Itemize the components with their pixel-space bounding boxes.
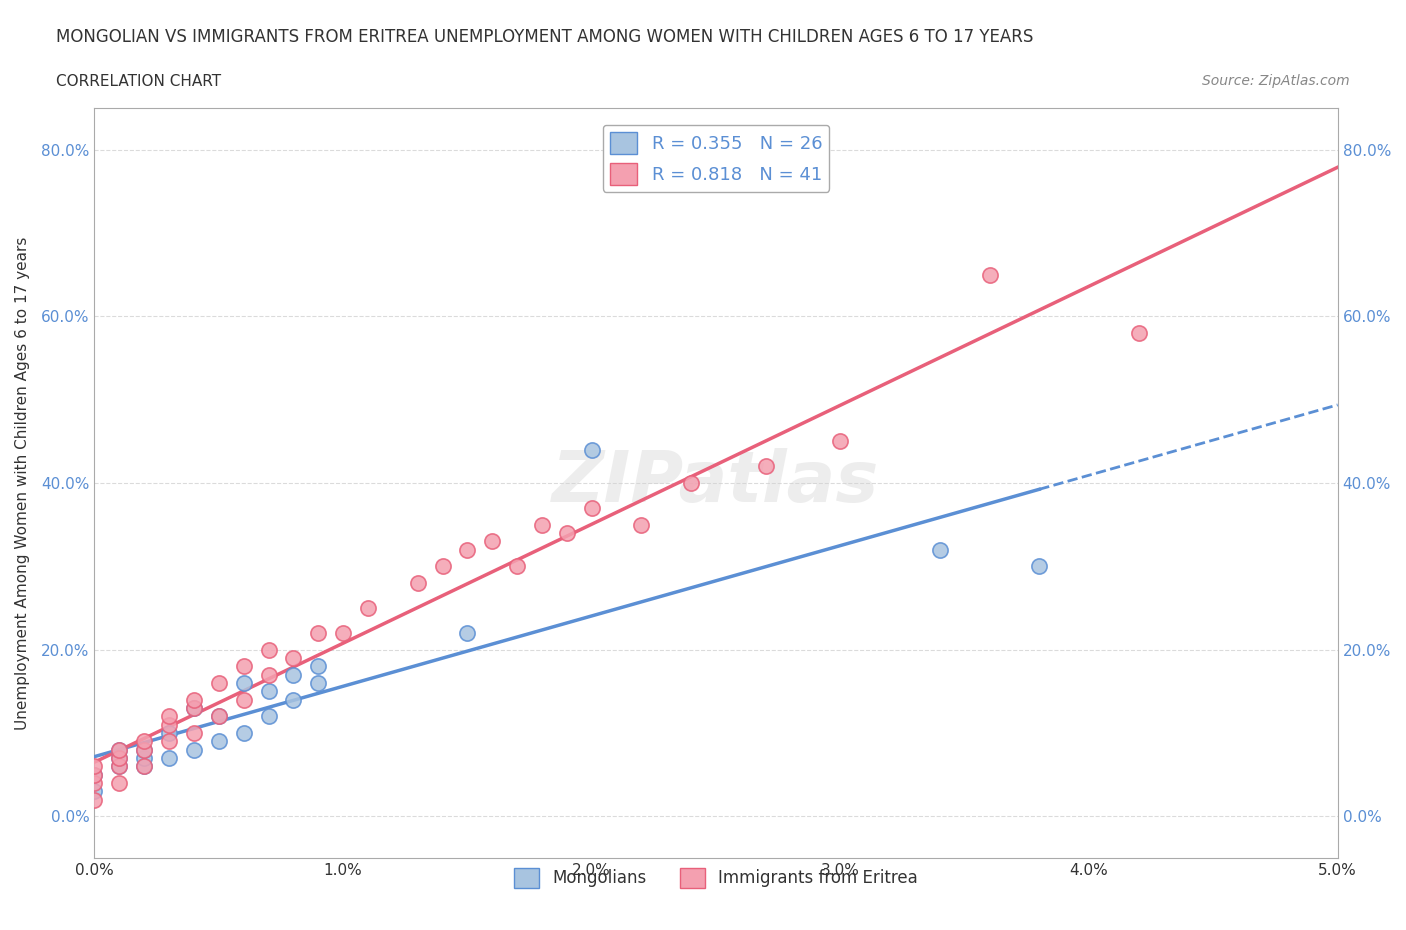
Point	[183, 725, 205, 740]
Text: Source: ZipAtlas.com: Source: ZipAtlas.com	[1202, 74, 1350, 88]
Point	[928, 542, 950, 557]
Point	[83, 767, 105, 782]
Point	[283, 667, 305, 682]
Point	[157, 709, 180, 724]
Point	[307, 658, 329, 673]
Point	[157, 717, 180, 732]
Point	[208, 709, 231, 724]
Point	[157, 725, 180, 740]
Point	[83, 784, 105, 799]
Point	[83, 759, 105, 774]
Point	[108, 751, 131, 765]
Point	[755, 458, 778, 473]
Point	[357, 601, 380, 616]
Point	[307, 626, 329, 641]
Point	[307, 675, 329, 690]
Point	[134, 751, 156, 765]
Point	[456, 626, 478, 641]
Point	[134, 742, 156, 757]
Point	[406, 576, 429, 591]
Point	[208, 734, 231, 749]
Point	[830, 434, 852, 449]
Point	[506, 559, 529, 574]
Point	[108, 759, 131, 774]
Point	[1028, 559, 1050, 574]
Point	[257, 709, 280, 724]
Point	[232, 692, 254, 707]
Point	[83, 792, 105, 807]
Point	[581, 500, 603, 515]
Point	[134, 759, 156, 774]
Point	[332, 626, 354, 641]
Text: ZIPatlas: ZIPatlas	[553, 448, 880, 517]
Point	[257, 643, 280, 658]
Point	[108, 751, 131, 765]
Point	[108, 776, 131, 790]
Point	[108, 742, 131, 757]
Point	[432, 559, 454, 574]
Point	[108, 759, 131, 774]
Point	[555, 525, 578, 540]
Point	[257, 667, 280, 682]
Point	[157, 734, 180, 749]
Point	[257, 684, 280, 698]
Point	[530, 517, 553, 532]
Point	[630, 517, 652, 532]
Text: CORRELATION CHART: CORRELATION CHART	[56, 74, 221, 89]
Point	[183, 692, 205, 707]
Point	[681, 475, 703, 490]
Point	[108, 742, 131, 757]
Text: MONGOLIAN VS IMMIGRANTS FROM ERITREA UNEMPLOYMENT AMONG WOMEN WITH CHILDREN AGES: MONGOLIAN VS IMMIGRANTS FROM ERITREA UNE…	[56, 28, 1033, 46]
Point	[208, 675, 231, 690]
Point	[283, 692, 305, 707]
Legend: R = 0.355   N = 26, R = 0.818   N = 41: R = 0.355 N = 26, R = 0.818 N = 41	[603, 125, 830, 193]
Point	[157, 751, 180, 765]
Point	[183, 700, 205, 715]
Point	[183, 700, 205, 715]
Point	[232, 725, 254, 740]
Point	[581, 442, 603, 457]
Point	[134, 734, 156, 749]
Point	[456, 542, 478, 557]
Point	[481, 534, 503, 549]
Point	[134, 742, 156, 757]
Point	[283, 650, 305, 665]
Point	[83, 767, 105, 782]
Point	[232, 658, 254, 673]
Point	[979, 267, 1001, 282]
Point	[208, 709, 231, 724]
Point	[183, 742, 205, 757]
Point	[83, 776, 105, 790]
Point	[134, 759, 156, 774]
Y-axis label: Unemployment Among Women with Children Ages 6 to 17 years: Unemployment Among Women with Children A…	[15, 236, 30, 730]
Point	[1128, 326, 1150, 340]
Point	[232, 675, 254, 690]
